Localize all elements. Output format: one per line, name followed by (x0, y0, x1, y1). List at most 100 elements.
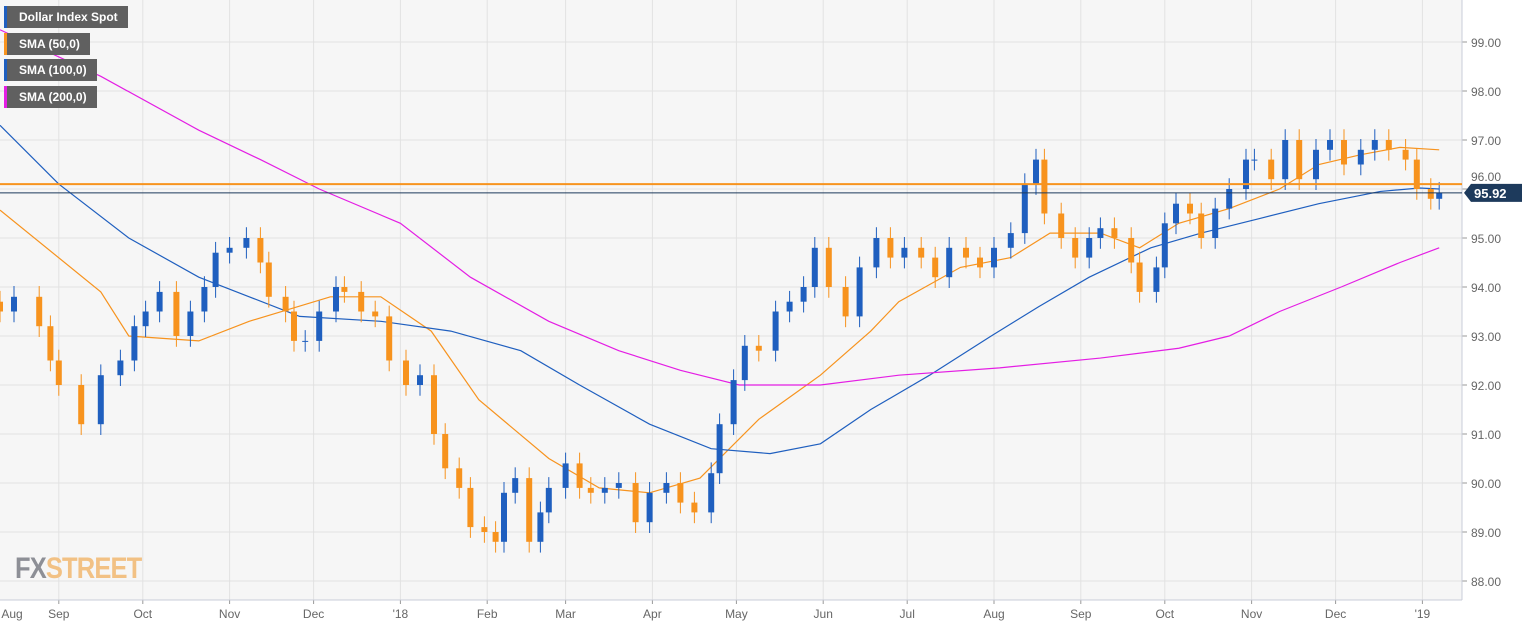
candle-body (1226, 189, 1233, 209)
candle-body (716, 424, 723, 474)
candle-body (1058, 213, 1065, 238)
legend-sma50: SMA (50,0) (4, 33, 90, 55)
candle-body (825, 247, 832, 287)
candle-body (333, 287, 339, 312)
logo-street: STREET (45, 552, 142, 585)
candle-body (1427, 189, 1434, 199)
candle-body (632, 483, 639, 523)
candle-body (212, 252, 219, 287)
sma100-line (0, 124, 1440, 455)
candle-body (1371, 140, 1378, 150)
legend-label: Dollar Index Spot (19, 10, 118, 24)
candle-body (545, 487, 552, 513)
x-tick-label: Aug (983, 607, 1004, 621)
candle-body (856, 267, 863, 317)
candle-body (887, 238, 894, 258)
candle-body (358, 291, 365, 312)
candle-body (131, 326, 138, 361)
legend-label: SMA (200,0) (19, 90, 87, 104)
candle-body (282, 296, 289, 312)
legend-dollar-index: Dollar Index Spot (4, 6, 128, 28)
candle-body (1282, 140, 1289, 180)
candle-body (403, 360, 409, 385)
candle-body (257, 238, 264, 263)
candle-body (873, 238, 880, 268)
current-price-label: 95.92 (1474, 186, 1507, 201)
plot-area (0, 0, 1462, 600)
candle-body (1007, 233, 1014, 248)
candle-body (741, 345, 748, 381)
candle-body (963, 247, 969, 258)
y-tick-label: 96.00 (1471, 170, 1501, 184)
candle-body (226, 247, 233, 253)
candle-body (417, 375, 423, 385)
candle-body (1136, 262, 1143, 292)
candle-body (1385, 140, 1392, 150)
candle-body (1128, 238, 1135, 263)
candle-body (1021, 184, 1028, 234)
candle-body (646, 492, 653, 523)
x-tick-label: Jun (814, 607, 833, 621)
candle-body (562, 463, 569, 488)
candle-body (156, 291, 163, 312)
candle-body (576, 463, 583, 488)
x-tick-label: Sep (1070, 607, 1092, 621)
y-tick-label: 88.00 (1471, 575, 1501, 589)
candle-body (55, 360, 62, 385)
candle-body (142, 311, 149, 327)
candle-body (456, 468, 463, 488)
candle-body (1072, 238, 1079, 258)
y-tick-label: 92.00 (1471, 379, 1501, 393)
candle-body (1153, 267, 1160, 292)
y-tick-label: 91.00 (1471, 428, 1501, 442)
candle-body (615, 483, 622, 488)
legend-label: SMA (50,0) (19, 37, 80, 51)
x-tick-label: Sep (48, 607, 70, 621)
candle-body (78, 385, 85, 425)
candle-body (442, 434, 449, 469)
candle-body (265, 262, 272, 297)
candle-body (11, 296, 17, 312)
candle-body (1041, 159, 1048, 214)
candle-body (512, 478, 519, 493)
candle-body (1111, 228, 1118, 238)
x-tick-label: Dec (1325, 607, 1346, 621)
candle-body (1402, 149, 1409, 160)
candle-body (918, 247, 925, 258)
y-tick-label: 94.00 (1471, 281, 1501, 295)
candle-body (501, 492, 507, 542)
candle-body (526, 478, 533, 542)
sma200-line (0, 29, 1440, 386)
legend-sma100: SMA (100,0) (4, 59, 97, 81)
logo-fx: FX (15, 552, 47, 585)
candle-body (708, 473, 715, 513)
candle-body (1251, 159, 1258, 161)
candle-body (97, 375, 104, 425)
candle-body (1313, 149, 1319, 180)
candle-body (372, 311, 379, 317)
candle-body (0, 301, 3, 312)
candle-body (243, 238, 250, 248)
candle-body (663, 483, 670, 493)
x-tick-label: Aug (1, 607, 22, 621)
candle-body (467, 487, 474, 528)
x-tick-label: May (725, 607, 748, 621)
candle-body (991, 247, 997, 268)
candle-body (431, 375, 437, 434)
candle-body (1413, 159, 1420, 189)
y-tick-label: 99.00 (1471, 36, 1501, 50)
y-tick-label: 89.00 (1471, 526, 1501, 540)
candle-body (772, 311, 779, 351)
candle-body (932, 257, 939, 278)
candle-body (291, 311, 297, 341)
candle-body (587, 487, 594, 493)
candle-body (842, 287, 849, 317)
candle-body (187, 311, 194, 336)
x-tick-label: Nov (1241, 607, 1262, 621)
candle-body (1033, 159, 1039, 185)
candle-body (800, 287, 807, 302)
x-tick-label: Dec (303, 607, 324, 621)
candle-body (1296, 140, 1303, 180)
y-tick-label: 97.00 (1471, 134, 1501, 148)
